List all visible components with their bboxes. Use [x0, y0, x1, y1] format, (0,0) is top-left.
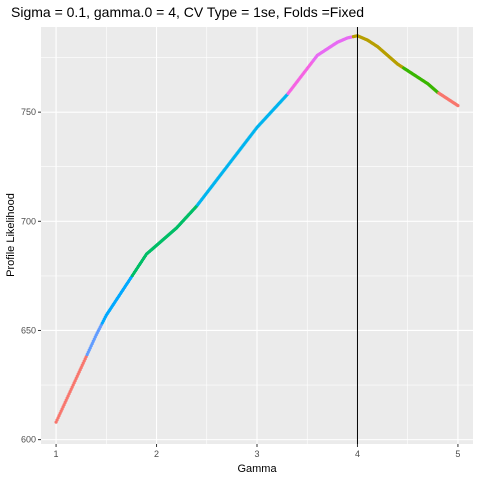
- chart-title: Sigma = 0.1, gamma.0 = 4, CV Type = 1se,…: [11, 4, 364, 20]
- grid-major: [41, 27, 473, 444]
- x-axis-ticks: 1 2 3 4 5: [54, 444, 460, 459]
- x-tick-label: 1: [54, 449, 59, 459]
- y-tick-label: 600: [21, 435, 36, 445]
- y-axis-title: Profile Likelihood: [5, 193, 17, 277]
- x-tick-label: 5: [455, 449, 460, 459]
- x-tick-label: 3: [254, 449, 259, 459]
- x-tick-label: 4: [355, 449, 360, 459]
- y-axis-ticks: 600 650 700 750: [21, 107, 41, 445]
- y-tick-label: 650: [21, 325, 36, 335]
- data-point: [456, 104, 460, 108]
- x-axis-title: Gamma: [237, 463, 277, 475]
- x-tick-label: 2: [154, 449, 159, 459]
- y-tick-label: 700: [21, 216, 36, 226]
- data-points: [54, 34, 460, 424]
- y-tick-label: 750: [21, 107, 36, 117]
